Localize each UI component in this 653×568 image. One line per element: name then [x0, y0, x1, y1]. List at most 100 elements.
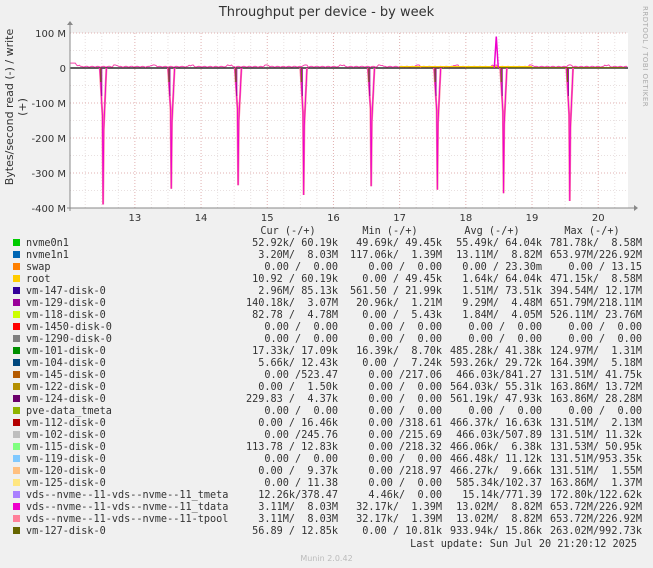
series-min: 0.00 / 0.00: [368, 478, 442, 489]
legend-swatch: [13, 359, 20, 366]
legend-swatch: [13, 311, 20, 318]
series-name: vm-104-disk-0: [26, 358, 106, 369]
series-cur: 0.00 / 0.00: [264, 406, 338, 417]
series-cur: 0.00 / 0.00: [264, 262, 338, 273]
legend-row: root 10.92 / 60.19k 0.00 / 49.45k 1.64k/ 64…: [10, 274, 642, 286]
series-avg: 0.00 / 23.30m: [462, 262, 542, 273]
series-cur: 5.66k/ 12.43k: [258, 358, 338, 369]
series-max: 131.51M/ 41.75k: [549, 370, 642, 381]
series-max: 0.00 / 0.00: [568, 334, 642, 345]
series-min: 561.50 / 21.99k: [349, 286, 442, 297]
series-avg: 13.02M/ 8.82M: [456, 514, 542, 525]
series-max: 172.80k/122.62k: [549, 490, 642, 501]
series-name: vm-127-disk-0: [26, 526, 106, 537]
legend-row: vm-115-disk-0 113.78 / 12.83k 0.00 /218.32…: [10, 442, 642, 454]
legend-swatch: [13, 383, 20, 390]
series-avg: 13.11M/ 8.82M: [456, 250, 542, 261]
legend-table: Cur (-/+) Min (-/+) Avg (-/+) Max (-/+) …: [10, 226, 642, 538]
legend-swatch: [13, 443, 20, 450]
x-tick-label: 17: [393, 213, 406, 224]
x-axis-arrow: [634, 205, 638, 211]
read-dip-tdata: [433, 67, 442, 190]
series-name: vm-118-disk-0: [26, 310, 106, 321]
series-name: vm-125-disk-0: [26, 478, 106, 489]
series-avg: 585.34k/102.37: [456, 478, 542, 489]
series-cur: 113.78 / 12.83k: [245, 442, 338, 453]
y-tick-label: 100 M: [35, 29, 66, 40]
y-tick-label: -300 M: [31, 169, 66, 180]
legend-swatch: [13, 275, 20, 282]
series-name: vm-129-disk-0: [26, 298, 106, 309]
series-cur: 3.11M/ 8.03M: [258, 502, 338, 513]
series-max: 526.11M/ 23.76M: [549, 310, 642, 321]
series-avg: 466.06k/ 6.38k: [449, 442, 542, 453]
series-min: 16.39k/ 8.70k: [356, 346, 442, 357]
series-max: 131.53M/ 50.95k: [549, 442, 642, 453]
legend-header-cur: Cur (-/+): [260, 226, 316, 237]
munin-version: Munin 2.0.42: [300, 554, 353, 563]
series-name: vm-145-disk-0: [26, 370, 106, 381]
legend-row: pve-data_tmeta 0.00 / 0.00 0.00 / 0.00 0.00…: [10, 406, 642, 418]
series-cur: 0.00 / 0.00: [264, 322, 338, 333]
series-avg: 15.14k/771.39: [462, 490, 542, 501]
series-avg: 593.26k/ 29.72k: [449, 358, 542, 369]
series-name: pve-data_tmeta: [26, 406, 112, 417]
series-avg: 13.02M/ 8.82M: [456, 502, 542, 513]
legend-swatch: [13, 239, 20, 246]
series-min: 20.96k/ 1.21M: [356, 298, 442, 309]
series-cur: 3.11M/ 8.03M: [258, 514, 338, 525]
legend-swatch: [13, 323, 20, 330]
series-max: 163.86M/ 1.37M: [549, 478, 642, 489]
series-cur: 140.18k/ 3.07M: [245, 298, 338, 309]
legend-row: vds--nvme--11-vds--nvme--11_tmeta 12.26k/…: [10, 490, 642, 502]
x-tick-label: 20: [592, 213, 605, 224]
series-max: 131.51M/ 11.32k: [549, 430, 642, 441]
legend-row: vm-1290-disk-0 0.00 / 0.00 0.00 / 0.00 0.00…: [10, 334, 642, 346]
legend-swatch: [13, 251, 20, 258]
series-avg: 0.00 / 0.00: [468, 322, 542, 333]
series-avg: 485.28k/ 41.38k: [449, 346, 542, 357]
legend-row: vm-101-disk-0 17.33k/ 17.09k 16.39k/ 8.70k…: [10, 346, 642, 358]
series-name: root: [26, 274, 51, 285]
y-axis-arrow: [67, 21, 73, 25]
series-name: vm-1290-disk-0: [26, 334, 112, 345]
series-cur: 56.89 / 12.85k: [252, 526, 338, 537]
series-max: 653.72M/226.92M: [549, 502, 642, 513]
series-avg: 933.94k/ 15.86k: [449, 526, 542, 537]
series-avg: 1.51M/ 73.51k: [462, 286, 542, 297]
legend-row: vm-112-disk-0 0.00 / 16.46k 0.00 /318.61 46…: [10, 418, 642, 430]
series-avg: 466.03k/507.89: [456, 430, 542, 441]
throughput-chart: 13 14 15 16 17 18 19 20 -400 M -300 M -200 M -100 M…: [31, 21, 638, 224]
series-min: 4.46k/ 0.00: [368, 490, 442, 501]
series-line-tdata-write: [70, 62, 628, 68]
legend-swatch: [13, 335, 20, 342]
legend-row: vm-104-disk-0 5.66k/ 12.43k 0.00 / 7.24k 59…: [10, 358, 642, 370]
legend-row: vm-125-disk-0 0.00 / 11.38 0.00 / 0.00 585.…: [10, 478, 642, 490]
legend-swatch: [13, 371, 20, 378]
series-max: 781.78k/ 8.58M: [549, 238, 642, 249]
read-dip-tdata: [499, 67, 508, 194]
series-cur: 52.92k/ 60.19k: [252, 238, 338, 249]
series-max: 653.97M/226.92M: [549, 250, 642, 261]
legend-swatch: [13, 455, 20, 462]
series-name: nvme1n1: [26, 250, 69, 261]
last-update: Last update: Sun Jul 20 21:20:12 2025: [410, 539, 637, 550]
series-cur: 0.00 / 1.50k: [258, 382, 338, 393]
read-dip-tdata: [167, 67, 176, 189]
series-min: 0.00 /218.97: [368, 466, 442, 477]
series-min: 0.00 /215.69: [368, 430, 442, 441]
series-max: 0.00 / 0.00: [568, 322, 642, 333]
series-max: 394.54M/ 12.17M: [549, 286, 642, 297]
series-cur: 17.33k/ 17.09k: [252, 346, 338, 357]
series-cur: 0.00 /523.47: [264, 370, 338, 381]
legend-swatch: [13, 491, 20, 498]
series-min: 0.00 / 0.00: [368, 454, 442, 465]
series-min: 0.00 /318.61: [368, 418, 442, 429]
legend-row: vm-124-disk-0 229.83 / 4.37k 0.00 / 0.00 56…: [10, 394, 642, 406]
legend-row: vm-102-disk-0 0.00 /245.76 0.00 /215.69 466…: [10, 430, 642, 442]
y-tick-label: -200 M: [31, 134, 66, 145]
series-max: 471.15k/ 8.58M: [549, 274, 642, 285]
legend-row: vm-1450-disk-0 0.00 / 0.00 0.00 / 0.00 0.00…: [10, 322, 642, 334]
legend-row: vm-127-disk-0 56.89 / 12.85k 0.00 / 10.81k…: [10, 526, 642, 538]
x-tick-label: 15: [261, 213, 274, 224]
